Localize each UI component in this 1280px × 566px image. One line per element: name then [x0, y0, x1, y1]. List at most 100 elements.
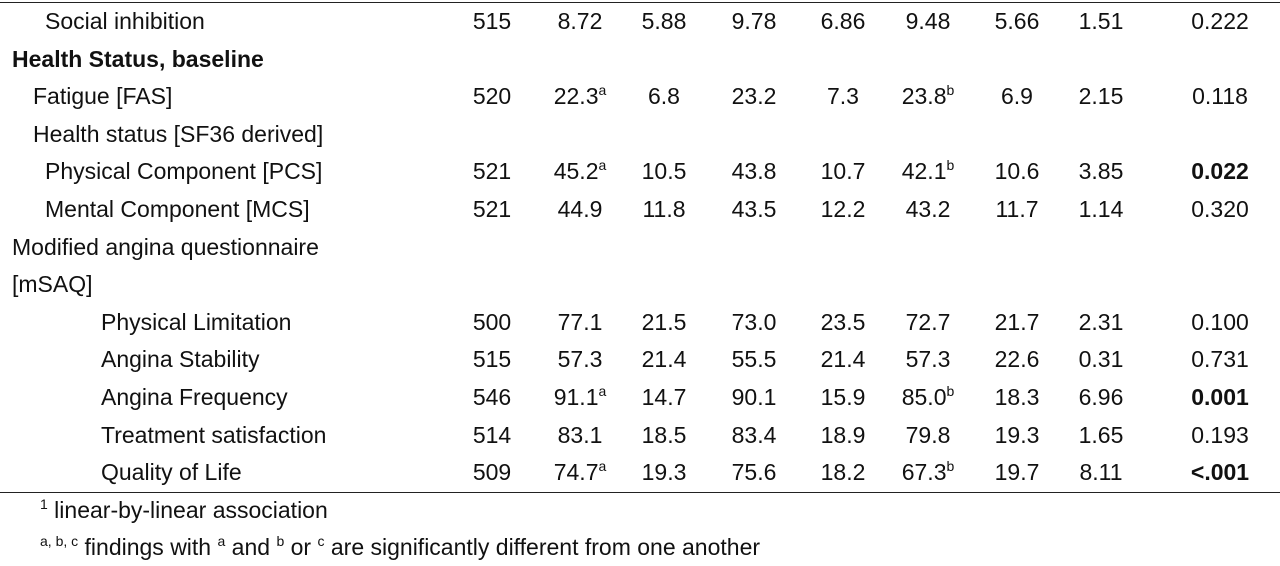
table-cell: 546 — [437, 379, 547, 417]
cell-value: 0.001 — [1191, 383, 1249, 410]
table-cell: 6.96 — [1046, 379, 1156, 417]
table-cell: 15.9 — [788, 379, 898, 417]
cell-value: 44.9 — [557, 195, 603, 222]
table-cell: 18.3 — [962, 379, 1072, 417]
footnote-text: or — [284, 534, 318, 560]
cell-value: 10.6 — [994, 158, 1040, 185]
cell-value: 6.8 — [648, 83, 680, 110]
table-cell: 5.88 — [609, 3, 719, 41]
table-cell: 23.2 — [699, 78, 809, 116]
table-row: Treatment satisfaction 514 83.1 18.5 83.4 18.… — [0, 417, 1280, 455]
footnote-text: findings with — [78, 534, 218, 560]
row-label: Modified angina questionnaire [mSAQ] — [12, 233, 319, 298]
cell-value: 21.4 — [641, 346, 687, 373]
cell-value: 514 — [472, 421, 512, 448]
cell-value: 21.7 — [994, 308, 1040, 335]
cell-value: 515 — [472, 8, 512, 34]
cell-value: 0.118 — [1192, 83, 1248, 110]
table-row: Angina Frequency 546 91.1a 14.7 90.1 15.9 85.0… — [0, 379, 1280, 417]
cell-value: 75.6 — [731, 459, 777, 486]
table-cell: 14.7 — [609, 379, 719, 417]
table-cell: 11.8 — [609, 191, 719, 229]
table-cell: 6.8 — [609, 78, 719, 116]
table-cell: 57.3 — [873, 341, 983, 379]
table-cell: 21.5 — [609, 304, 719, 342]
footnote-marker: c — [317, 533, 325, 549]
table-cell: 515 — [437, 341, 547, 379]
row-label: Social inhibition — [45, 8, 205, 34]
table-cell: 73.0 — [699, 304, 809, 342]
cell-superscript: a — [598, 82, 607, 99]
footnote-text: and — [225, 534, 277, 560]
cell-value: 43.2 — [905, 195, 951, 222]
table-cell: 11.7 — [962, 191, 1072, 229]
cell-value: 77.1 — [557, 308, 603, 335]
cell-value: 5.88 — [641, 8, 687, 34]
table-cell: 8.72 — [525, 3, 635, 41]
table-cell: 19.7 — [962, 454, 1072, 492]
cell-value: 5.66 — [994, 8, 1040, 34]
cell-superscript: b — [946, 382, 955, 399]
table-cell: 500 — [437, 304, 547, 342]
table-cell: 10.7 — [788, 153, 898, 191]
table-row: Quality of Life 509 74.7a 19.3 75.6 18.2 67.3b… — [0, 454, 1280, 492]
cell-value: 6.9 — [1001, 83, 1033, 110]
cell-value: 21.5 — [641, 308, 687, 335]
table-cell: 521 — [437, 191, 547, 229]
table-cell: 520 — [437, 78, 547, 116]
table-cell: 91.1a — [525, 379, 635, 417]
cell-value: 21.4 — [820, 346, 866, 373]
cell-value: 90.1 — [731, 383, 777, 410]
cell-superscript: a — [598, 157, 607, 174]
footnote: a, b, c findings with a and b or c are s… — [40, 529, 760, 566]
table-cell: 22.6 — [962, 341, 1072, 379]
footnote-marker: b — [276, 533, 285, 549]
cell-value: 43.8 — [731, 158, 777, 185]
table-cell: 0.118 — [1165, 78, 1275, 116]
table-cell: 77.1 — [525, 304, 635, 342]
cell-superscript: b — [946, 82, 955, 99]
cell-superscript: a — [598, 382, 607, 399]
cell-value: 23.5 — [820, 308, 866, 335]
footnote-text: are significantly different from one ano… — [324, 534, 761, 560]
cell-value: 42.1 — [901, 158, 947, 185]
cell-value: 15.9 — [820, 383, 866, 410]
table-cell: 23.5 — [788, 304, 898, 342]
table-cell: 515 — [437, 3, 547, 41]
row-label: Mental Component [MCS] — [45, 195, 310, 222]
table-cell: 1.14 — [1046, 191, 1156, 229]
cell-value: 500 — [472, 308, 512, 335]
table-cell: 75.6 — [699, 454, 809, 492]
table-cell: 43.2 — [873, 191, 983, 229]
table-row: Physical Limitation 500 77.1 21.5 73.0 23.5 72… — [0, 304, 1280, 342]
cell-value: 22.3 — [553, 83, 599, 110]
table-cell: 42.1b — [873, 153, 983, 191]
table-cell: 10.5 — [609, 153, 719, 191]
table-cell: 21.7 — [962, 304, 1072, 342]
cell-value: 2.31 — [1078, 308, 1124, 335]
cell-value: <.001 — [1190, 459, 1250, 486]
table-cell: 21.4 — [788, 341, 898, 379]
row-label: Physical Component [PCS] — [45, 158, 323, 185]
table-cell: 12.2 — [788, 191, 898, 229]
cell-value: 57.3 — [905, 346, 951, 373]
table-cell: 43.8 — [699, 153, 809, 191]
cell-value: 7.3 — [827, 83, 859, 110]
table-cell: 0.320 — [1165, 191, 1275, 229]
table-cell: 521 — [437, 153, 547, 191]
table-cell: 2.15 — [1046, 78, 1156, 116]
table-cell: 7.3 — [788, 78, 898, 116]
cell-value: 1.51 — [1078, 8, 1124, 34]
table-row: Modified angina questionnaire [mSAQ] — [0, 229, 1280, 304]
cell-value: 0.31 — [1078, 346, 1124, 373]
cell-value: 18.5 — [641, 421, 687, 448]
cell-value: 11.7 — [995, 195, 1039, 222]
table-row: Mental Component [MCS] 521 44.9 11.8 43.5 12.… — [0, 191, 1280, 229]
cell-value: 9.48 — [905, 8, 951, 34]
table-cell: 6.9 — [962, 78, 1072, 116]
table-cell: 90.1 — [699, 379, 809, 417]
cell-value: 23.8 — [901, 83, 947, 110]
cell-value: 18.9 — [820, 421, 866, 448]
table-cell: 0.001 — [1165, 379, 1275, 417]
cell-value: 509 — [472, 459, 512, 486]
